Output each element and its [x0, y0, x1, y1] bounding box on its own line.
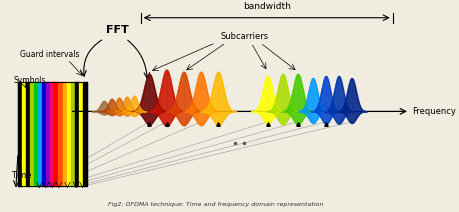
Text: Subcarriers: Subcarriers [219, 32, 268, 41]
Polygon shape [78, 82, 83, 186]
Polygon shape [50, 82, 54, 186]
Text: FFT: FFT [106, 25, 128, 35]
Polygon shape [42, 82, 46, 186]
Text: Fig2: OFDMA technique: Time and frequency domain representation: Fig2: OFDMA technique: Time and frequenc… [108, 202, 323, 207]
Polygon shape [38, 82, 42, 186]
Polygon shape [71, 82, 74, 186]
Polygon shape [18, 82, 22, 186]
Polygon shape [22, 82, 26, 186]
Polygon shape [67, 82, 71, 186]
Text: Guard intervals: Guard intervals [21, 50, 80, 59]
Polygon shape [62, 82, 67, 186]
Text: Time: Time [11, 172, 32, 180]
Text: Frequency: Frequency [411, 107, 455, 116]
Polygon shape [46, 82, 50, 186]
Polygon shape [74, 82, 78, 186]
Polygon shape [26, 82, 30, 186]
Text: Symbols: Symbols [14, 76, 46, 85]
Polygon shape [30, 82, 34, 186]
Polygon shape [58, 82, 62, 186]
Polygon shape [54, 82, 58, 186]
Polygon shape [83, 82, 87, 186]
Polygon shape [34, 82, 38, 186]
Text: bandwidth: bandwidth [242, 3, 290, 11]
